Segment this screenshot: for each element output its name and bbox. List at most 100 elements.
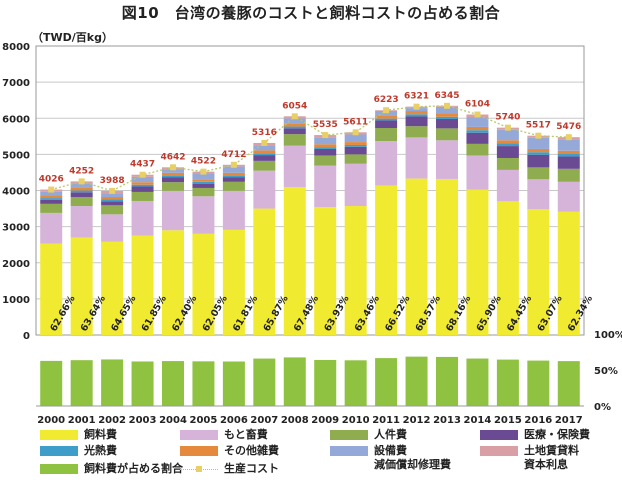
bar-segment-medical bbox=[283, 128, 306, 135]
legend-item-equipment: 設備費 減価償却修理費 bbox=[330, 444, 451, 472]
x-tick-label: 2001 bbox=[68, 415, 96, 426]
x-tick-label: 2006 bbox=[220, 415, 248, 426]
bar-segment-feed bbox=[192, 233, 215, 335]
legend-label: もと畜費 bbox=[224, 428, 268, 441]
bar-segment-feed bbox=[375, 185, 398, 335]
legend-swatch bbox=[180, 430, 218, 440]
y-tick-label: 3000 bbox=[2, 223, 30, 234]
legend-label: 飼料費 bbox=[84, 428, 117, 441]
bar-segment-piglet bbox=[70, 206, 93, 238]
feed-share-bar bbox=[253, 358, 276, 406]
bar-segment-medical bbox=[375, 120, 398, 129]
share-tick-label: 100% bbox=[594, 330, 622, 341]
total-cost-line bbox=[48, 102, 572, 194]
bar-segment-equipment bbox=[222, 166, 245, 173]
total-point bbox=[291, 113, 298, 120]
bar-segment-misc bbox=[466, 126, 489, 131]
bar-segment-misc bbox=[162, 172, 184, 176]
bar-segment-misc bbox=[527, 148, 550, 153]
total-point bbox=[322, 132, 329, 139]
y-axis-unit: （TWD/百kg） bbox=[32, 31, 113, 44]
total-point bbox=[413, 103, 420, 110]
total-label: 6104 bbox=[465, 99, 490, 109]
total-label: 4712 bbox=[221, 150, 246, 160]
total-label: 6345 bbox=[434, 91, 459, 101]
legend-label: 生産コスト bbox=[224, 462, 279, 475]
total-label: 5535 bbox=[313, 120, 338, 130]
bar-segment-misc bbox=[131, 182, 154, 185]
total-label: 4252 bbox=[69, 166, 94, 176]
legend-item-land: 土地賃貸料 資本利息 bbox=[480, 444, 579, 472]
legend-swatch bbox=[40, 464, 78, 474]
x-tick-label: 2005 bbox=[190, 415, 218, 426]
plot-frame bbox=[35, 45, 585, 336]
legend-swatch bbox=[40, 446, 78, 456]
bar-segment-misc bbox=[496, 140, 519, 144]
total-label: 6321 bbox=[404, 92, 429, 102]
bar-segment-utilities bbox=[405, 114, 428, 117]
x-tick-label: 2009 bbox=[311, 415, 339, 426]
bar-segment-piglet bbox=[101, 214, 124, 242]
bar-segment-feed bbox=[405, 178, 428, 335]
feed-share-bar bbox=[375, 358, 398, 406]
legend-item-misc: その他雑費 bbox=[180, 444, 279, 458]
gridlines bbox=[35, 45, 585, 336]
feed-share-bar bbox=[527, 360, 550, 406]
feed-share-bar bbox=[192, 361, 215, 406]
chart-title: 図10 台湾の養豚のコストと飼料コストの占める割合 bbox=[121, 4, 501, 22]
bar-segment-misc bbox=[253, 150, 276, 154]
bar-segment-feed bbox=[283, 187, 306, 335]
total-point bbox=[170, 164, 176, 171]
x-tick-label: 2011 bbox=[372, 415, 400, 426]
legend-item-piglet: もと畜費 bbox=[180, 428, 268, 442]
bar-segment-misc bbox=[436, 113, 458, 117]
feed-share-bar bbox=[496, 359, 519, 406]
bar-segment-equipment bbox=[496, 129, 519, 141]
bar-segment-labor bbox=[40, 203, 63, 213]
bar-segment-medical bbox=[222, 177, 245, 182]
legend-item-feed: 飼料費 bbox=[40, 428, 117, 442]
bar-segment-equipment bbox=[162, 169, 184, 173]
bar-segment-piglet bbox=[466, 155, 489, 190]
legend-swatch bbox=[330, 430, 368, 440]
total-label: 6054 bbox=[282, 101, 307, 111]
bar-segment-labor bbox=[222, 181, 245, 191]
bar-segment-utilities bbox=[101, 199, 124, 202]
x-axis-ticks: 2000 2001 2002 2003 2004 2005 2006 2007 2008 2009… bbox=[37, 415, 582, 426]
bar-segment-misc bbox=[101, 197, 124, 200]
y-tick-label: 4000 bbox=[2, 187, 30, 198]
total-line-path bbox=[51, 105, 569, 192]
bar-segment-utilities bbox=[375, 118, 398, 121]
bar-segment-equipment bbox=[527, 137, 550, 149]
bar-segment-medical bbox=[101, 201, 124, 206]
legend-swatch bbox=[40, 430, 78, 440]
feed-share-bar bbox=[314, 359, 337, 406]
bar-segment-utilities bbox=[253, 153, 276, 156]
bar-segment-misc bbox=[557, 150, 580, 155]
bar-segment-labor bbox=[466, 143, 489, 156]
feed-share-bar bbox=[283, 357, 306, 406]
legend-label: 光熱費 bbox=[84, 444, 117, 457]
bar-segment-utilities bbox=[344, 144, 367, 147]
share-tick-label: 0% bbox=[594, 402, 611, 413]
feed-share-bar bbox=[40, 360, 63, 406]
bar-segment-labor bbox=[70, 197, 93, 207]
bar-segment-medical bbox=[436, 118, 458, 129]
bar-segment-equipment bbox=[192, 173, 215, 180]
bar-segment-medical bbox=[344, 146, 367, 155]
total-label: 3988 bbox=[100, 176, 125, 186]
total-point bbox=[78, 178, 85, 185]
x-tick-label: 2002 bbox=[98, 415, 126, 426]
legend-item-labor: 人件費 bbox=[330, 428, 407, 442]
y-tick-label: 6000 bbox=[2, 114, 30, 125]
feed-share-bars bbox=[36, 356, 584, 407]
bar-segment-medical bbox=[253, 155, 276, 161]
feed-share-bar bbox=[222, 361, 245, 406]
bar-segment-labor bbox=[162, 182, 184, 191]
legend-item-share: 飼料費が占める割合 bbox=[40, 462, 183, 476]
bar-segment-utilities bbox=[40, 198, 63, 200]
bar-segment-feed bbox=[344, 206, 367, 335]
total-point bbox=[48, 186, 55, 193]
total-label: 5611 bbox=[343, 117, 368, 127]
bar-segment-utilities bbox=[70, 190, 93, 193]
